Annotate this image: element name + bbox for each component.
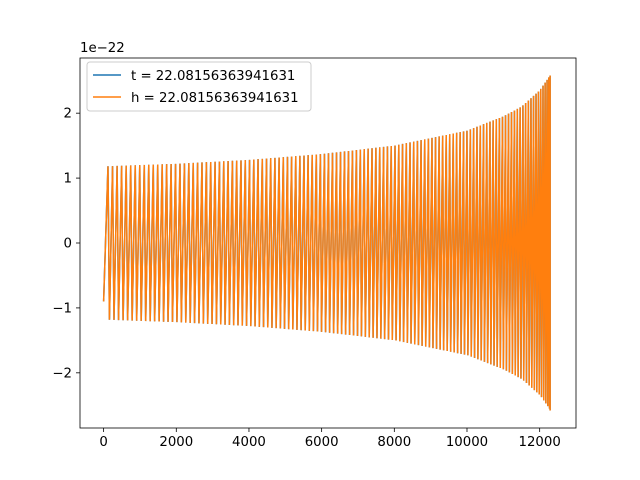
y-tick-label: 1 bbox=[64, 172, 72, 187]
legend-label-t: t = 22.08156363941631 bbox=[131, 69, 295, 84]
series-layer bbox=[102, 75, 551, 411]
y-axis: −2 −1 0 1 2 bbox=[52, 107, 80, 381]
y-tick-label: −1 bbox=[52, 301, 72, 316]
series-line-h bbox=[102, 75, 551, 411]
x-tick-label: 4000 bbox=[232, 435, 266, 450]
plot-area bbox=[102, 75, 551, 411]
x-tick-label: 8000 bbox=[377, 435, 411, 450]
legend-box bbox=[86, 61, 312, 112]
legend-label-h: h = 22.08156363941631 bbox=[131, 91, 299, 106]
x-tick-label: 0 bbox=[99, 435, 107, 450]
y-tick-label: 0 bbox=[64, 237, 72, 252]
x-tick-label: 2000 bbox=[159, 435, 193, 450]
x-tick-label: 12000 bbox=[519, 435, 561, 450]
x-tick-label: 10000 bbox=[446, 435, 488, 450]
y-tick-label: 2 bbox=[64, 107, 72, 122]
y-tick-label: −2 bbox=[52, 366, 72, 381]
legend: t = 22.08156363941631 h = 22.08156363941… bbox=[86, 61, 312, 112]
y-offset-label: 1e−22 bbox=[80, 41, 125, 56]
x-tick-label: 6000 bbox=[305, 435, 339, 450]
x-axis: 0 2000 4000 6000 8000 10000 12000 bbox=[99, 428, 561, 450]
